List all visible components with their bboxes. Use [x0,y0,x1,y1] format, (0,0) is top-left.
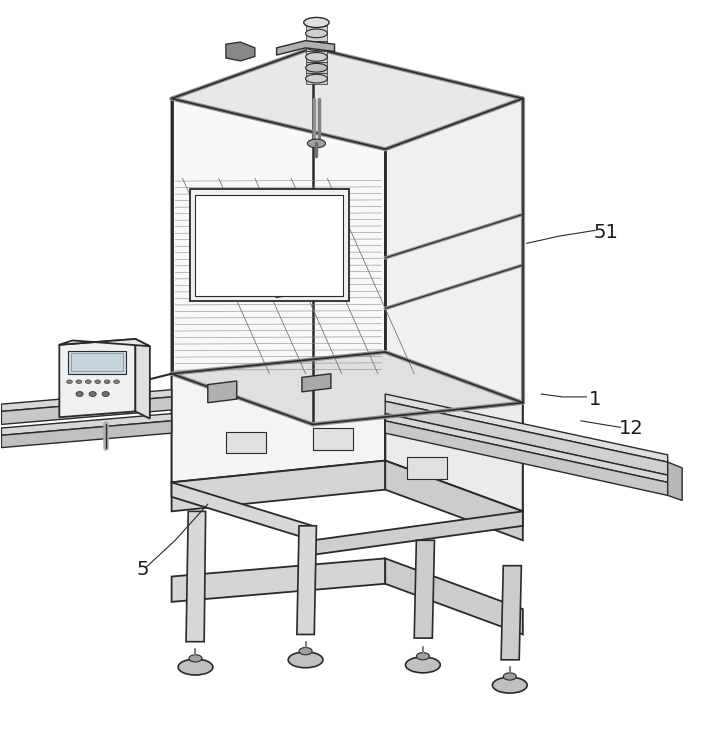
Polygon shape [385,401,667,475]
Polygon shape [385,352,523,512]
Text: 12: 12 [619,419,644,438]
Ellipse shape [492,677,527,693]
Ellipse shape [76,391,83,397]
Polygon shape [135,339,150,419]
Bar [305,26,327,40]
Ellipse shape [95,380,100,383]
Text: 1: 1 [589,390,601,408]
Polygon shape [219,265,276,294]
Ellipse shape [178,659,213,675]
Ellipse shape [305,64,327,72]
Polygon shape [1,390,172,411]
Polygon shape [302,374,331,392]
Polygon shape [226,42,255,61]
Polygon shape [276,40,334,55]
Ellipse shape [304,18,329,28]
Bar [305,73,327,84]
Ellipse shape [503,673,516,680]
Ellipse shape [89,391,96,397]
Polygon shape [172,48,523,150]
Polygon shape [385,98,523,402]
Polygon shape [385,394,667,462]
Polygon shape [667,462,682,501]
Ellipse shape [305,42,327,51]
Ellipse shape [288,652,323,668]
Polygon shape [60,339,150,346]
Bar [68,350,126,374]
Polygon shape [385,559,523,635]
Ellipse shape [305,74,327,83]
Bar [305,62,327,73]
Ellipse shape [417,652,430,660]
Polygon shape [297,526,316,635]
Bar [226,432,266,454]
Ellipse shape [305,53,327,62]
Bar [71,353,123,371]
Polygon shape [414,540,435,638]
Polygon shape [208,381,237,402]
Ellipse shape [113,380,119,383]
Bar [305,51,327,62]
Ellipse shape [189,655,202,662]
Polygon shape [1,421,172,448]
Polygon shape [385,413,667,482]
Polygon shape [60,339,135,417]
Ellipse shape [76,380,81,383]
Ellipse shape [102,391,109,397]
Polygon shape [1,413,172,435]
Polygon shape [186,512,206,641]
Text: 51: 51 [594,223,619,242]
Polygon shape [172,98,385,374]
Polygon shape [255,265,327,298]
Polygon shape [501,566,521,660]
Polygon shape [172,352,523,424]
Polygon shape [385,421,667,496]
Ellipse shape [299,647,312,655]
Ellipse shape [85,380,91,383]
Text: 5: 5 [137,560,149,579]
Ellipse shape [67,380,73,383]
Bar [305,40,327,51]
Polygon shape [172,460,385,512]
Ellipse shape [308,139,326,148]
Bar [196,195,343,295]
Polygon shape [172,352,385,482]
Ellipse shape [104,380,110,383]
Bar [190,189,349,301]
Polygon shape [385,460,523,540]
Ellipse shape [305,29,327,37]
Bar [407,457,447,479]
Polygon shape [172,559,385,602]
Ellipse shape [406,657,441,673]
Polygon shape [313,512,523,555]
Polygon shape [1,397,172,424]
Polygon shape [172,482,313,540]
Bar [313,428,353,450]
